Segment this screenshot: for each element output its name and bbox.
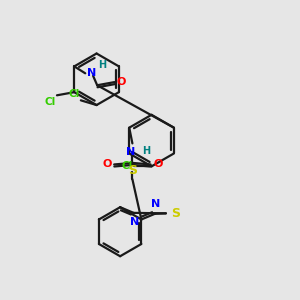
Text: Cl: Cl: [44, 97, 56, 107]
Text: O: O: [117, 77, 126, 87]
Text: H: H: [142, 146, 150, 156]
Text: O: O: [102, 160, 112, 170]
Text: Cl: Cl: [122, 161, 133, 171]
Text: Cl: Cl: [68, 89, 79, 99]
Text: N: N: [151, 200, 160, 209]
Text: S: S: [171, 207, 180, 220]
Text: N: N: [130, 217, 139, 227]
Text: N: N: [87, 68, 97, 78]
Text: O: O: [153, 160, 163, 170]
Text: N: N: [126, 147, 135, 157]
Text: S: S: [128, 164, 137, 177]
Text: H: H: [98, 59, 106, 70]
